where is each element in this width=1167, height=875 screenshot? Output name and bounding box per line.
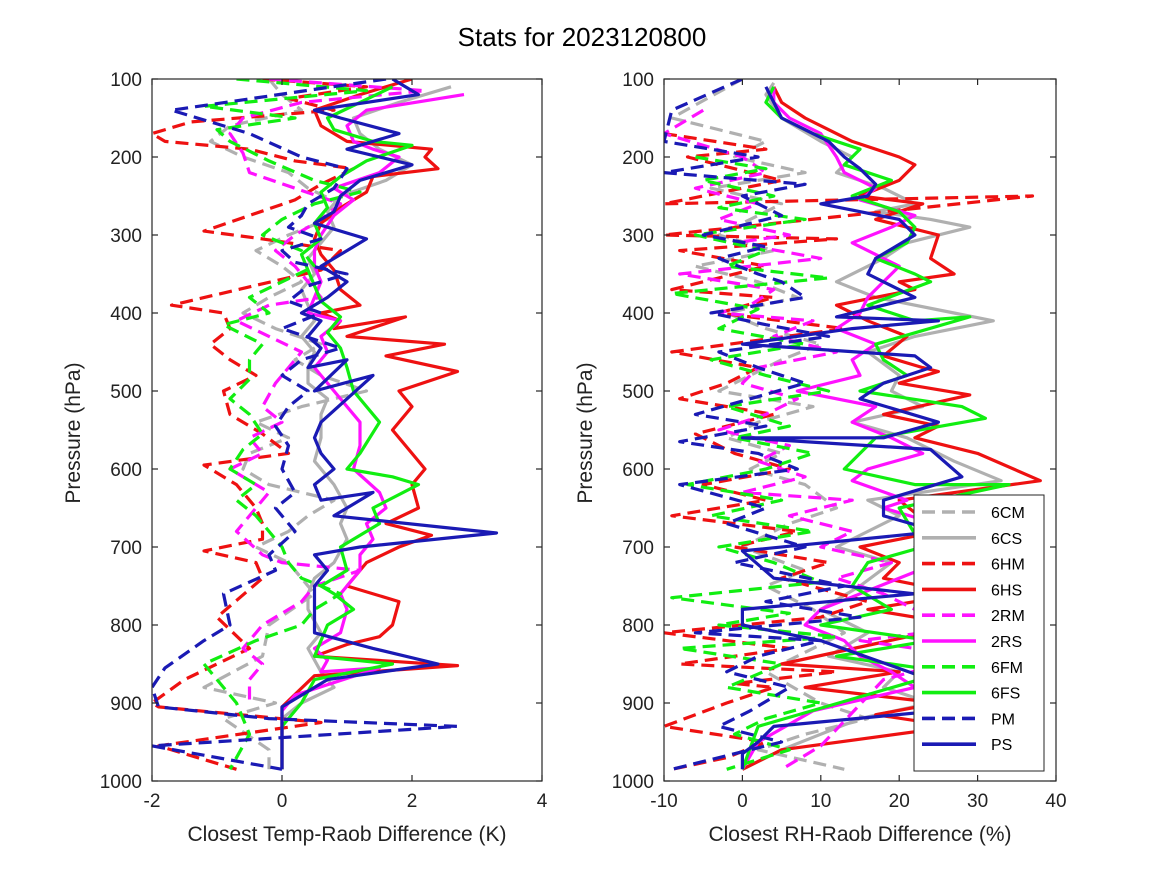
x-axis-label: Closest RH-Raob Difference (%) xyxy=(708,823,1011,846)
legend-label: 6HS xyxy=(991,582,1022,599)
y-tick-label: 800 xyxy=(110,616,142,637)
legend-label: 6HM xyxy=(991,557,1025,574)
y-tick-label: 200 xyxy=(622,148,654,169)
axes-box xyxy=(663,78,1057,782)
series-line-6fm xyxy=(202,79,369,771)
x-tick-label: 40 xyxy=(1045,791,1066,812)
y-tick-label: 900 xyxy=(622,694,654,715)
series-line-ps xyxy=(280,79,499,770)
y-tick-label: 300 xyxy=(622,226,654,247)
series-line-6hs xyxy=(741,86,1042,771)
series-line-6hm xyxy=(152,79,369,771)
y-tick-label: 300 xyxy=(110,226,142,247)
series-line-2rm xyxy=(228,79,427,703)
y-tick-label: 900 xyxy=(110,694,142,715)
x-tick-label: -10 xyxy=(650,791,677,812)
x-tick-label: 0 xyxy=(277,791,288,812)
x-tick-label: 30 xyxy=(967,791,988,812)
temperature-panel: -2 0 2 4 100 200 300 400 500 600 700 800 900 1000 Clos… xyxy=(62,70,548,846)
y-tick-label: 1000 xyxy=(100,772,142,793)
y-axis-label: Pressure (hPa) xyxy=(62,362,85,503)
y-tick-label: 600 xyxy=(622,460,654,481)
y-axis-label: Pressure (hPa) xyxy=(574,362,597,503)
series-line-6fm xyxy=(670,155,839,771)
y-tick-label: 500 xyxy=(622,382,654,403)
legend-label: 2RS xyxy=(991,634,1022,651)
plot-lines xyxy=(664,79,1042,771)
y-tick-label: 1000 xyxy=(612,772,654,793)
rh-panel: -10 0 10 20 30 40 100 200 300 400 500 600 700 800 900 1… xyxy=(574,70,1067,846)
y-tick-label: 700 xyxy=(110,538,142,559)
x-axis-label: Closest Temp-Raob Difference (K) xyxy=(187,823,506,846)
y-tick-label: 500 xyxy=(110,382,142,403)
y-tick-label: 800 xyxy=(622,616,654,637)
x-tick-label: 2 xyxy=(407,791,418,812)
legend-label: 2RM xyxy=(991,608,1025,625)
y-tick-label: 400 xyxy=(110,304,142,325)
x-tick-label: -2 xyxy=(144,791,161,812)
legend-label: 6CS xyxy=(991,531,1022,548)
legend-label: 6CM xyxy=(991,505,1025,522)
series-line-6cm xyxy=(670,79,870,771)
y-tick-label: 200 xyxy=(110,148,142,169)
x-tick-label: 0 xyxy=(737,791,748,812)
x-tick-label: 10 xyxy=(810,791,831,812)
series-line-pm xyxy=(152,79,460,771)
y-tick-label: 700 xyxy=(622,538,654,559)
x-tick-label: 20 xyxy=(889,791,910,812)
legend-box xyxy=(913,494,1045,772)
axes-box xyxy=(151,78,543,782)
legend-label: PS xyxy=(991,737,1012,754)
x-tick-label: 4 xyxy=(537,791,548,812)
legend-label: 6FM xyxy=(991,660,1023,677)
legend-label: 6FS xyxy=(991,686,1020,703)
plot-lines xyxy=(152,79,499,771)
series-line-ps xyxy=(740,86,964,770)
y-tick-label: 100 xyxy=(622,70,654,91)
legend-label: PM xyxy=(991,711,1015,728)
series-line-6cm xyxy=(202,79,369,770)
y-tick-label: 100 xyxy=(110,70,142,91)
figure-title: Stats for 2023120800 xyxy=(458,22,707,52)
legend: 6CM 6CS 6HM 6HS 2RM 2RS 6FM 6FS PM PS xyxy=(913,494,1045,772)
y-tick-label: 600 xyxy=(110,460,142,481)
series-line-6hs xyxy=(280,79,460,770)
y-tick-label: 400 xyxy=(622,304,654,325)
